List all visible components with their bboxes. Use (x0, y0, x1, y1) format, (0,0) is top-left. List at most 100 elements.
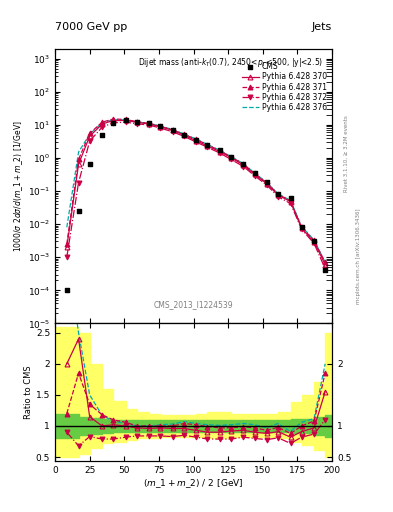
Pythia 6.428 372 (288, 200, 293, 206)
Pythia 6.428 372 (299, 226, 304, 232)
Pythia 6.428 372 (194, 139, 199, 145)
Pythia 6.428 370 (100, 121, 105, 127)
CMS (252, 169, 258, 177)
Pythia 6.428 376 (194, 136, 199, 142)
Pythia 6.428 370 (158, 123, 163, 130)
CMS (322, 266, 328, 274)
CMS (146, 119, 152, 127)
CMS (110, 119, 116, 127)
Pythia 6.428 372 (76, 180, 81, 186)
Pythia 6.428 370 (312, 239, 316, 245)
Pythia 6.428 371 (217, 147, 222, 154)
Pythia 6.428 372 (123, 119, 128, 125)
Pythia 6.428 370 (217, 148, 222, 155)
Pythia 6.428 370 (299, 225, 304, 231)
Pythia 6.428 370 (288, 199, 293, 205)
Line: Pythia 6.428 376: Pythia 6.428 376 (67, 120, 325, 262)
Pythia 6.428 372 (312, 241, 316, 247)
Pythia 6.428 371 (323, 259, 327, 265)
Pythia 6.428 371 (123, 116, 128, 122)
Pythia 6.428 370 (229, 155, 233, 161)
Legend: CMS, Pythia 6.428 370, Pythia 6.428 371, Pythia 6.428 372, Pythia 6.428 376: CMS, Pythia 6.428 370, Pythia 6.428 371,… (240, 61, 328, 113)
Line: Pythia 6.428 371: Pythia 6.428 371 (64, 117, 328, 265)
Pythia 6.428 370 (182, 132, 186, 138)
Pythia 6.428 372 (182, 133, 186, 139)
Pythia 6.428 372 (217, 150, 222, 156)
Line: Pythia 6.428 370: Pythia 6.428 370 (64, 118, 328, 267)
Pythia 6.428 376 (100, 120, 105, 126)
Pythia 6.428 371 (158, 123, 163, 130)
Pythia 6.428 376 (111, 117, 116, 123)
CMS (275, 190, 281, 198)
Pythia 6.428 371 (252, 170, 257, 177)
CMS (181, 131, 187, 139)
Pythia 6.428 370 (205, 143, 210, 149)
CMS (240, 160, 246, 168)
CMS (99, 131, 105, 139)
Pythia 6.428 371 (312, 238, 316, 244)
CMS (134, 117, 140, 125)
Pythia 6.428 370 (123, 117, 128, 123)
Pythia 6.428 370 (147, 121, 152, 127)
Pythia 6.428 372 (241, 163, 246, 169)
Line: Pythia 6.428 372: Pythia 6.428 372 (64, 120, 328, 271)
Pythia 6.428 372 (205, 144, 210, 151)
CMS (204, 141, 211, 149)
Pythia 6.428 376 (312, 237, 316, 243)
Pythia 6.428 370 (194, 138, 199, 144)
Pythia 6.428 376 (229, 154, 233, 160)
Pythia 6.428 376 (182, 131, 186, 137)
Text: Rivet 3.1.10, ≥ 3.2M events: Rivet 3.1.10, ≥ 3.2M events (344, 115, 349, 192)
Pythia 6.428 370 (87, 133, 92, 139)
Pythia 6.428 370 (171, 127, 175, 134)
Pythia 6.428 376 (299, 223, 304, 229)
X-axis label: $(m\_1 + m\_2)\ /\ 2$ [GeV]: $(m\_1 + m\_2)\ /\ 2$ [GeV] (143, 477, 244, 490)
Pythia 6.428 376 (323, 259, 327, 265)
Pythia 6.428 370 (264, 181, 269, 187)
Pythia 6.428 376 (252, 170, 257, 176)
Pythia 6.428 371 (229, 154, 233, 160)
Y-axis label: $1000/\sigma\ 2d\sigma/d(m\_1 + m\_2)$ [1/GeV]: $1000/\sigma\ 2d\sigma/d(m\_1 + m\_2)$ [… (12, 120, 25, 252)
Pythia 6.428 372 (252, 173, 257, 179)
Pythia 6.428 372 (147, 122, 152, 128)
Pythia 6.428 370 (76, 161, 81, 167)
Pythia 6.428 372 (134, 121, 139, 127)
Pythia 6.428 376 (205, 141, 210, 147)
Pythia 6.428 370 (323, 262, 327, 268)
Pythia 6.428 371 (241, 161, 246, 167)
Pythia 6.428 371 (64, 241, 69, 247)
Pythia 6.428 370 (134, 119, 139, 125)
Pythia 6.428 376 (147, 120, 152, 126)
Pythia 6.428 370 (276, 192, 281, 198)
Pythia 6.428 376 (264, 180, 269, 186)
Pythia 6.428 370 (64, 244, 69, 250)
CMS (170, 126, 176, 134)
CMS (264, 178, 270, 186)
Pythia 6.428 371 (147, 120, 152, 126)
Pythia 6.428 372 (111, 120, 116, 126)
CMS (217, 146, 223, 155)
Pythia 6.428 371 (299, 224, 304, 230)
Pythia 6.428 372 (100, 124, 105, 130)
Pythia 6.428 376 (241, 161, 246, 167)
Text: 7000 GeV pp: 7000 GeV pp (55, 22, 127, 32)
Pythia 6.428 371 (288, 198, 293, 204)
Pythia 6.428 376 (76, 149, 81, 155)
Pythia 6.428 371 (182, 131, 186, 137)
Pythia 6.428 376 (288, 197, 293, 203)
Pythia 6.428 371 (111, 116, 116, 122)
Text: Jets: Jets (312, 22, 332, 32)
Pythia 6.428 372 (87, 138, 92, 144)
CMS (228, 153, 234, 161)
Pythia 6.428 370 (252, 171, 257, 177)
Pythia 6.428 372 (276, 194, 281, 200)
Pythia 6.428 372 (323, 266, 327, 272)
Pythia 6.428 376 (123, 117, 128, 123)
CMS (311, 238, 317, 246)
Pythia 6.428 370 (241, 162, 246, 168)
CMS (75, 207, 82, 215)
CMS (287, 194, 294, 202)
Pythia 6.428 376 (276, 191, 281, 197)
Pythia 6.428 372 (64, 254, 69, 260)
Pythia 6.428 376 (87, 131, 92, 137)
